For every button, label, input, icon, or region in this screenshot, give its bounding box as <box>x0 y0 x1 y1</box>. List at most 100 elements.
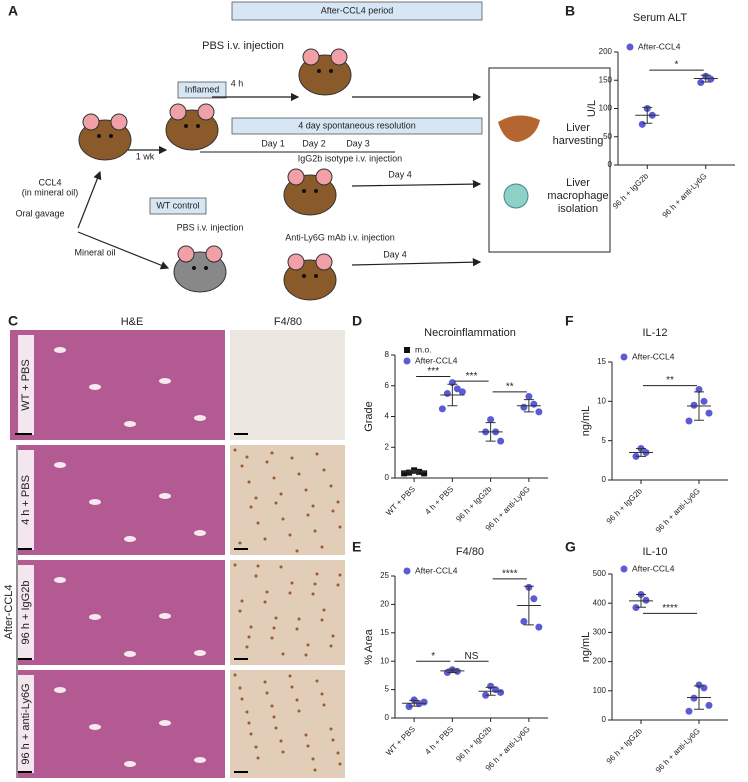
x-tick-label: 96 h + IgG2b <box>605 486 645 526</box>
stain <box>295 698 299 702</box>
vessel <box>124 761 136 767</box>
stain <box>313 582 317 586</box>
vessel <box>89 499 101 505</box>
stain <box>336 583 340 587</box>
stain <box>331 738 335 742</box>
data-point <box>438 405 446 413</box>
label: Day 2 <box>302 138 326 148</box>
vessel <box>124 536 136 542</box>
error-bar <box>409 699 420 707</box>
error-bar <box>694 391 704 421</box>
stain <box>313 768 317 772</box>
stain <box>274 726 278 730</box>
stain <box>320 692 324 696</box>
stain <box>338 573 342 577</box>
vessel <box>54 462 66 468</box>
panel-label: E <box>352 539 361 555</box>
label: macrophage <box>547 190 608 202</box>
data-point <box>638 120 646 128</box>
data-point <box>705 701 713 709</box>
mouse-eye <box>317 69 321 73</box>
data-point <box>520 617 528 625</box>
inflamed-box <box>177 81 227 99</box>
stain <box>322 468 326 472</box>
vessel <box>54 687 66 693</box>
data-point <box>707 75 715 83</box>
y-tick-label: 8 <box>385 350 390 359</box>
mouse-ear <box>302 48 320 66</box>
stain <box>254 496 258 500</box>
error-bar <box>523 399 534 413</box>
stain <box>290 685 294 689</box>
stain <box>281 517 285 521</box>
stain <box>297 617 301 621</box>
schematic: After-CCL4 period PBS i.v. injection Inf… <box>15 1 611 270</box>
stain <box>306 513 310 517</box>
mouse-ear <box>169 103 187 121</box>
chart-title: IL-10 <box>642 546 667 558</box>
mouse-eye <box>97 134 101 138</box>
data-point <box>410 696 418 704</box>
label: Liver <box>566 177 590 189</box>
panel-label: G <box>565 539 576 555</box>
stain <box>256 521 260 525</box>
stain <box>297 472 301 476</box>
panel-label: F <box>565 313 574 329</box>
label: Oral gavage <box>15 208 64 218</box>
y-tick-label: 150 <box>599 75 613 84</box>
y-axis-label: Grade <box>363 401 375 432</box>
error-bar <box>447 668 458 674</box>
data-point <box>530 595 538 603</box>
row-label: 96 h + anti-Ly6G <box>20 683 32 764</box>
panel-label: B <box>565 3 575 19</box>
error-bar <box>636 448 646 457</box>
vessel <box>194 530 206 536</box>
label: Liver <box>566 122 590 134</box>
mouse-eye <box>109 134 113 138</box>
y-tick-label: 0 <box>385 713 390 722</box>
stain <box>320 618 324 622</box>
stain <box>238 541 242 545</box>
stain <box>254 745 258 749</box>
label: PBS i.v. injection <box>177 222 244 232</box>
mouse-ear <box>197 103 215 121</box>
significance-label: NS <box>465 651 479 662</box>
data-point <box>530 400 538 408</box>
stain <box>256 756 260 760</box>
significance-label: * <box>431 651 435 662</box>
error-bar <box>636 593 646 608</box>
data-point <box>690 694 698 702</box>
data-point <box>497 688 505 696</box>
stain <box>238 609 242 613</box>
significance-label: *** <box>427 366 439 377</box>
f480-image <box>230 560 345 665</box>
mouse-eye <box>314 274 318 278</box>
legend-label: After-CCL4 <box>632 563 675 573</box>
y-tick-label: 500 <box>593 569 607 578</box>
stain <box>256 564 260 568</box>
label: IgG2b isotype i.v. injection <box>298 153 402 163</box>
y-tick-label: 100 <box>599 104 613 113</box>
x-tick-label: 96 h + anti-Ly6G <box>661 172 709 220</box>
legend-marker <box>404 347 410 353</box>
y-tick-label: 10 <box>597 396 606 405</box>
legend-label: m.o. <box>415 344 432 354</box>
stain <box>315 679 319 683</box>
box-text: 4 day spontaneous resolution <box>298 120 416 130</box>
mouse-eye <box>204 266 208 270</box>
stain <box>270 636 274 640</box>
stain <box>265 460 269 464</box>
stain <box>315 452 319 456</box>
y-tick-label: 2 <box>385 442 390 451</box>
label: Mineral oil <box>74 247 115 257</box>
stain <box>270 704 274 708</box>
stain <box>240 599 244 603</box>
error-bar <box>409 469 420 474</box>
label: CCL4 <box>38 177 61 187</box>
arrow <box>77 170 102 229</box>
significance-label: **** <box>502 568 518 579</box>
y-tick-label: 50 <box>603 132 612 141</box>
stain <box>331 509 335 513</box>
vessel <box>159 613 171 619</box>
vessel <box>194 415 206 421</box>
